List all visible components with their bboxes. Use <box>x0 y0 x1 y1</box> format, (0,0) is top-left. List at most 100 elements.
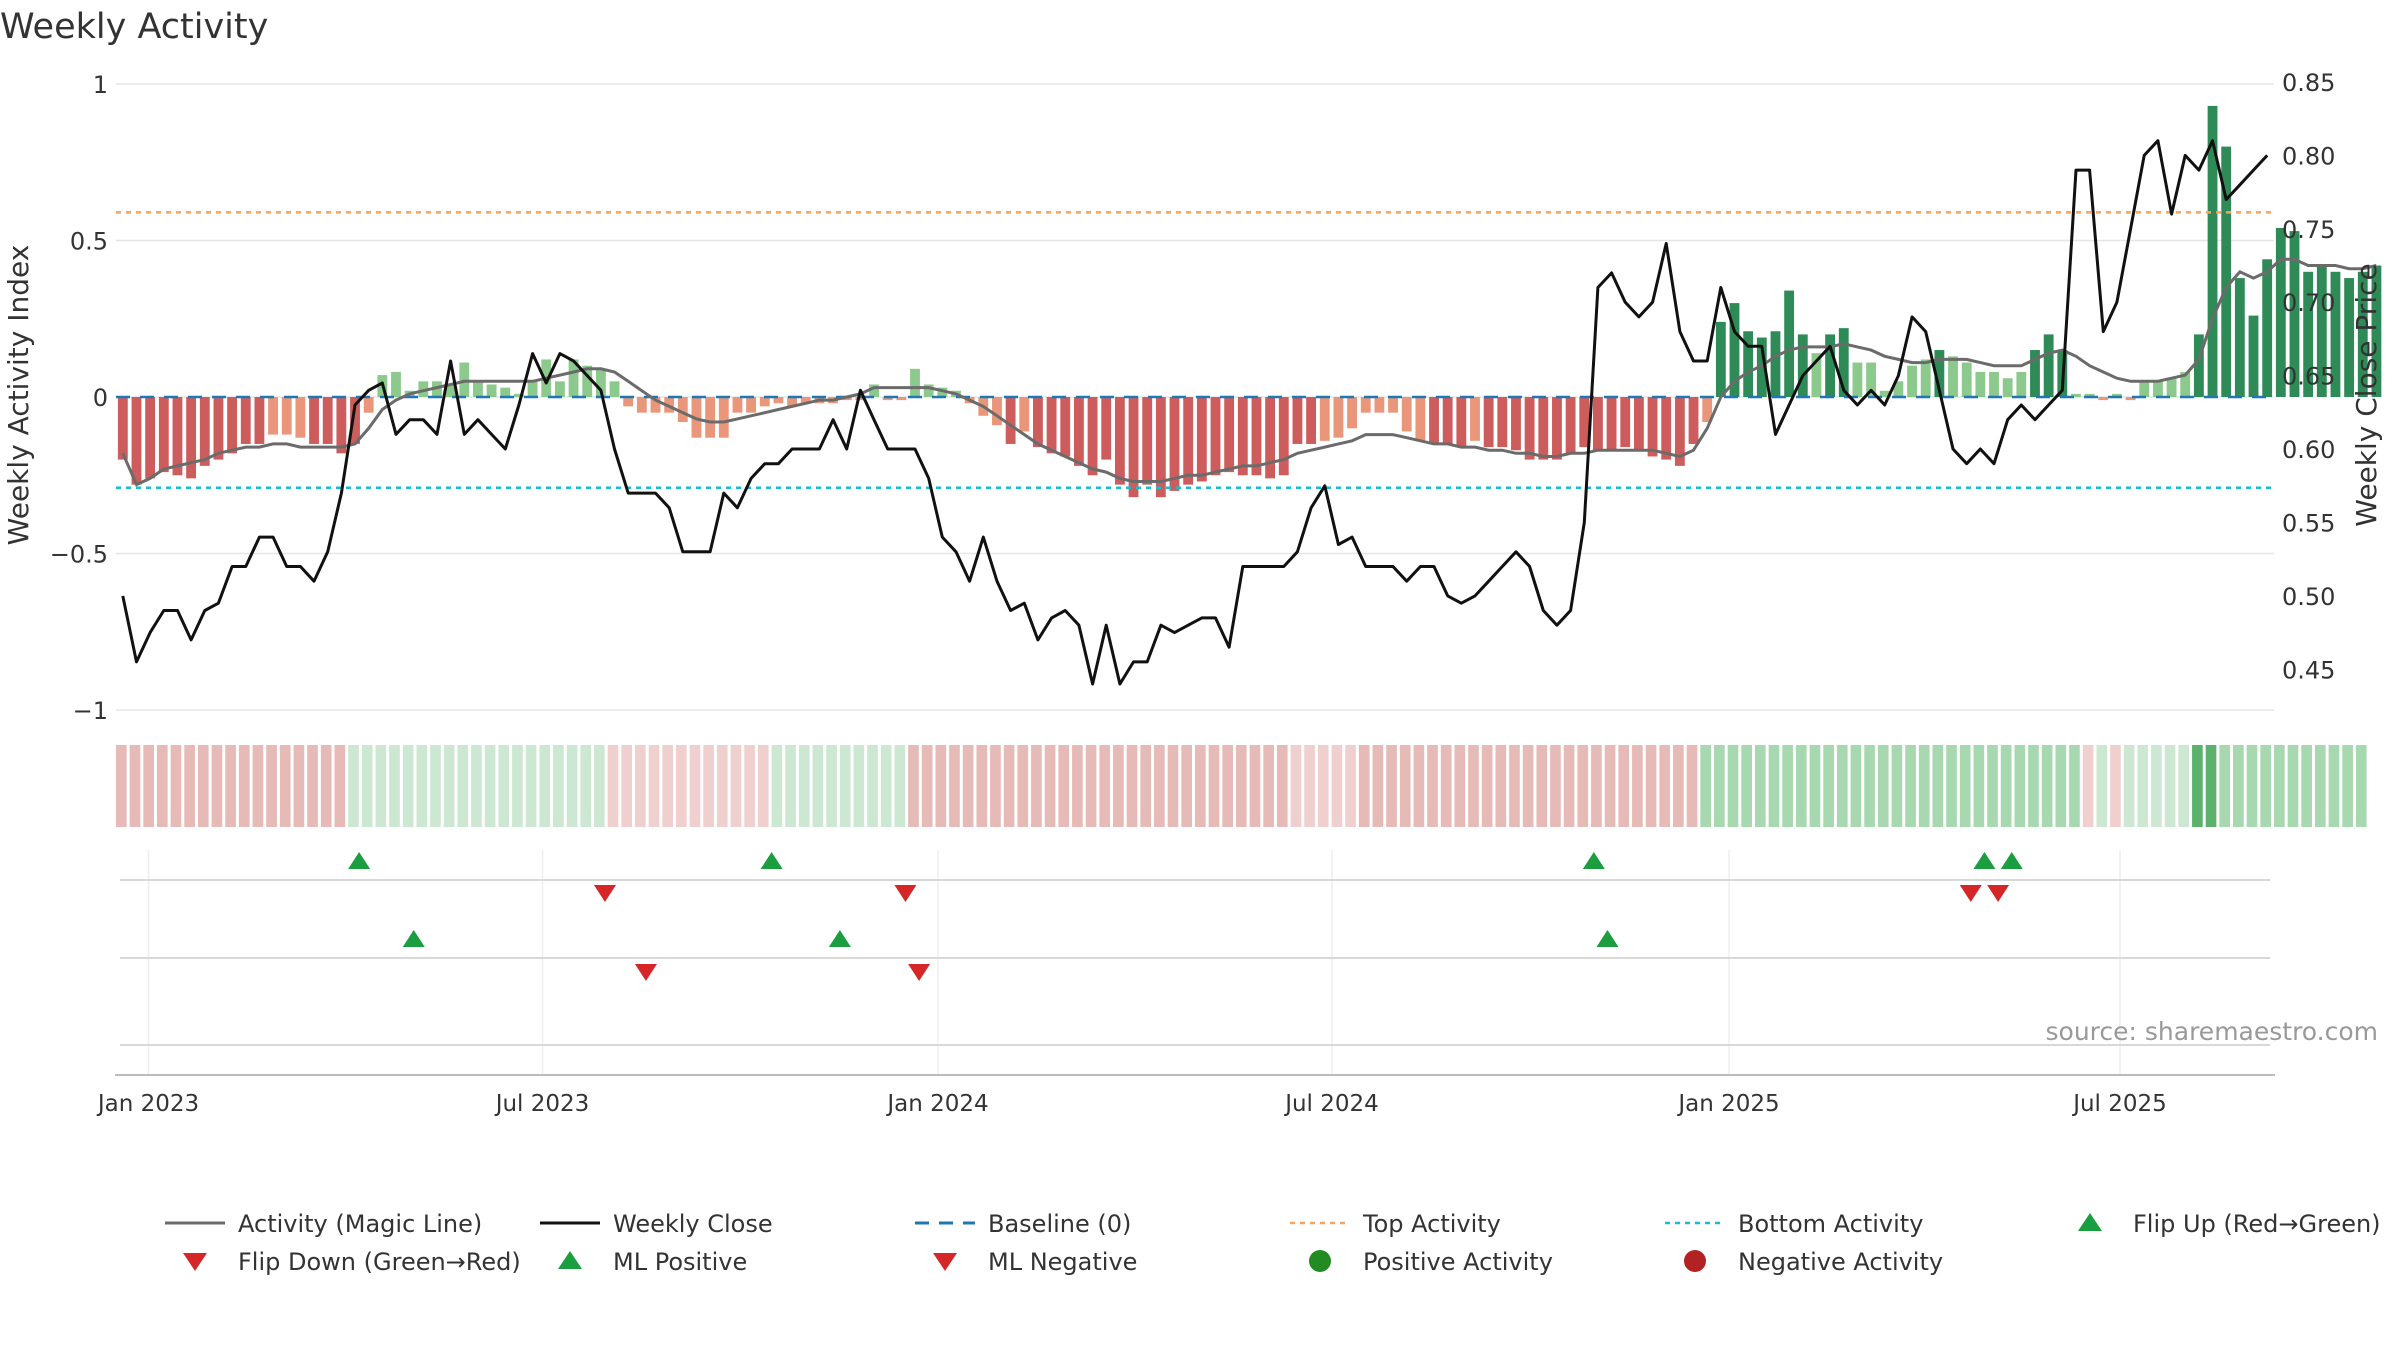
strip-cell <box>1017 745 1029 827</box>
activity-bar <box>336 397 347 454</box>
strip-cell <box>1632 745 1643 827</box>
strip-cell <box>1235 745 1247 827</box>
flip-down-marker <box>894 885 917 902</box>
activity-bar <box>582 365 593 397</box>
y2-tick-label: 0.45 <box>2282 656 2335 684</box>
legend-swatch <box>183 1253 207 1271</box>
strip-cell <box>1509 745 1520 827</box>
y2-tick-label: 0.85 <box>2282 69 2335 97</box>
legend-label: Flip Up (Red→Green) <box>2133 1210 2381 1238</box>
activity-bar <box>718 397 729 438</box>
activity-bar <box>1552 397 1562 460</box>
activity-bar <box>2043 334 2054 397</box>
activity-bar <box>1770 331 1781 397</box>
activity-bar <box>2139 381 2150 397</box>
activity-bar <box>1196 397 1207 482</box>
strip-cell <box>757 745 769 827</box>
strip-cell <box>1495 745 1507 827</box>
strip-cell <box>1891 745 1903 827</box>
strip-cell <box>471 745 482 827</box>
activity-bar <box>2248 315 2259 397</box>
activity-bar <box>1005 397 1016 444</box>
activity-bar <box>254 397 265 444</box>
activity-bar <box>2234 278 2245 397</box>
strip-cell <box>2082 745 2094 827</box>
strip-cell <box>908 745 919 827</box>
activity-bar <box>1169 397 1180 491</box>
activity-bar <box>1333 397 1344 438</box>
x-tick-label: Jan 2023 <box>96 1091 199 1117</box>
legend-swatch <box>933 1253 957 1271</box>
activity-bar <box>1743 331 1754 397</box>
strip-cell <box>1618 745 1630 827</box>
activity-bar <box>1661 397 1672 460</box>
activity-bar <box>473 381 483 397</box>
strip-cell <box>1536 745 1548 827</box>
strip-cell <box>334 745 346 827</box>
strip-cell <box>1208 745 1220 827</box>
flip-up-marker <box>760 852 783 869</box>
strip-cell <box>566 745 578 827</box>
activity-bar <box>2330 271 2341 397</box>
strip-cell <box>416 745 428 827</box>
activity-bar <box>1852 362 1863 397</box>
strip-cell <box>962 745 974 827</box>
strip-cell <box>348 745 359 827</box>
strip-cell <box>1331 745 1343 827</box>
strip-cell <box>2178 745 2190 827</box>
strip-cell <box>1481 745 1493 827</box>
strip-cell <box>1768 745 1780 827</box>
activity-strip <box>116 745 2367 827</box>
x-tick-label: Jan 2024 <box>885 1091 988 1117</box>
activity-bar <box>1319 397 1330 441</box>
strip-cell <box>635 745 646 827</box>
activity-bar <box>609 381 620 397</box>
strip-cell <box>1905 745 1916 827</box>
activity-bar <box>2344 278 2355 397</box>
activity-bar <box>623 397 634 407</box>
strip-cell <box>2192 745 2203 827</box>
activity-bar <box>281 397 292 435</box>
strip-cell <box>402 745 414 827</box>
strip-cell <box>443 745 455 827</box>
strip-cell <box>1522 745 1534 827</box>
legend-swatch <box>1309 1250 1331 1272</box>
activity-bar <box>117 397 128 460</box>
activity-bar <box>1606 397 1617 451</box>
legend-label: Baseline (0) <box>988 1210 1131 1238</box>
strip-cell <box>1427 745 1438 827</box>
strip-cell <box>143 745 154 827</box>
activity-bar <box>732 397 743 413</box>
strip-cell <box>2028 745 2039 827</box>
strip-cell <box>156 745 168 827</box>
activity-bar <box>213 397 224 460</box>
activity-bar <box>800 397 811 404</box>
activity-bar <box>2002 378 2013 397</box>
activity-bar <box>2071 393 2081 397</box>
activity-bar <box>2303 271 2314 397</box>
activity-bar <box>145 397 156 479</box>
strip-cell <box>2301 745 2312 827</box>
activity-bar <box>1456 397 1467 448</box>
strip-cell <box>1754 745 1766 827</box>
activity-bar <box>595 368 606 397</box>
strip-cell <box>1577 745 1589 827</box>
strip-cell <box>2233 745 2244 827</box>
strip-cell <box>1563 745 1575 827</box>
legend-swatch <box>558 1251 582 1269</box>
activity-bar <box>759 397 770 407</box>
strip-cell <box>675 745 687 827</box>
activity-bar <box>309 397 319 444</box>
activity-bar <box>2166 378 2177 397</box>
strip-cell <box>1031 745 1042 827</box>
activity-bar <box>1715 321 1726 397</box>
y2-axis-label: Weekly Close Price <box>2350 263 2383 526</box>
activity-bar <box>1866 362 1876 397</box>
activity-bar <box>650 397 661 413</box>
strip-cell <box>1795 745 1807 827</box>
strip-cell <box>1304 745 1315 827</box>
strip-cell <box>2069 745 2080 827</box>
activity-bar <box>1210 397 1221 476</box>
